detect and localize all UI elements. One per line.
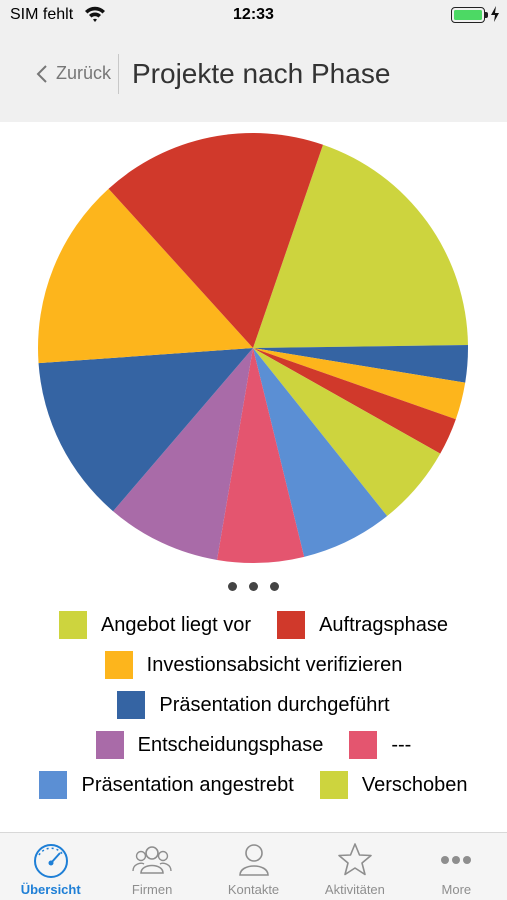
legend-row: Angebot liegt vor Auftragsphase [0,611,507,639]
tab-firmen-label: Firmen [131,882,173,897]
legend-label: Angebot liegt vor [100,613,252,636]
star-icon [338,843,372,876]
pie-slice-11[interactable] [75,122,323,348]
legend-label: Präsentation durchgeführt [159,693,390,716]
pie-slice-9[interactable] [1,284,253,537]
tab-firmen[interactable]: Firmen [101,833,202,900]
charging-bolt-icon [491,6,499,22]
battery-cap [485,12,488,18]
legend-row: Präsentation angestrebt Verschoben [0,771,507,799]
nav-divider [118,54,119,94]
battery-icon [451,7,485,23]
pie-slice-6[interactable] [194,348,425,577]
legend-label: Auftragsphase [319,613,449,636]
legend-swatch [117,691,146,719]
pie-chart-svg[interactable] [0,122,507,577]
pie-slice-7[interactable] [184,348,363,577]
page-dot-3[interactable] [270,582,279,591]
legend-item[interactable]: Verschoben [319,771,468,799]
legend-item[interactable]: Präsentation angestrebt [39,771,294,799]
pie-slice-10[interactable] [22,180,286,427]
tab-more[interactable]: More [406,833,507,900]
legend-row: Investionsabsicht verifizieren [0,651,507,679]
legend-label: Entscheidungsphase [137,733,324,756]
navigation-bar: Zurück Projekte nach Phase [0,32,507,122]
status-bar: SIM fehlt 12:33 [0,0,507,32]
page-dot-2[interactable] [249,582,258,591]
wifi-icon [85,6,105,22]
legend-item[interactable]: Investionsabsicht verifizieren [104,651,403,679]
back-button[interactable]: Zurück [36,63,111,84]
chart-legend: Angebot liegt vor Auftragsphase Investions… [0,604,507,820]
legend-label: Investionsabsicht verifizieren [146,653,403,676]
pie-slice-5[interactable] [215,348,452,526]
tab-more-label: More [441,882,472,897]
tab-uebersicht[interactable]: Übersicht [0,833,101,900]
legend-swatch [39,771,68,799]
more-dots-icon [441,856,472,864]
legend-row: Entscheidungsphase --- [0,731,507,759]
tab-kontakte-label: Kontakte [227,882,280,897]
legend-label: --- [391,733,412,756]
legend-swatch [277,611,306,639]
legend-swatch [104,651,133,679]
legend-item[interactable]: Angebot liegt vor [58,611,252,639]
pie-slice-3[interactable] [253,314,469,420]
legend-swatch [349,731,378,759]
back-label: Zurück [56,63,112,83]
legend-row: Präsentation durchgeführt [0,691,507,719]
pie-chart[interactable] [0,122,507,577]
clock: 12:33 [233,6,274,23]
group-icon [132,846,172,874]
speedometer-icon [33,844,68,878]
page-indicator[interactable] [0,582,507,591]
page-dot-1[interactable] [228,582,237,591]
pie-slice-2[interactable] [253,279,477,417]
legend-item[interactable]: Präsentation durchgeführt [117,691,390,719]
carrier-label: SIM fehlt [10,6,74,23]
legend-label: Präsentation angestrebt [81,773,294,796]
legend-swatch [58,611,87,639]
pie-slice-4[interactable] [240,348,456,455]
legend-swatch [95,731,124,759]
legend-swatch [319,771,348,799]
tab-aktivitaeten[interactable]: Aktivitäten [304,833,405,900]
tab-uebersicht-label: Übersicht [20,882,81,897]
tab-bar: Übersicht Firmen Kontakte Aktivitäten [0,832,507,900]
tab-aktivitaeten-label: Aktivitäten [324,882,385,897]
chevron-left-icon [36,64,47,83]
tab-kontakte[interactable]: Kontakte [203,833,304,900]
legend-item[interactable]: Entscheidungsphase [95,731,324,759]
pie-slice-8[interactable] [108,322,286,562]
person-icon [238,844,269,876]
legend-item[interactable]: Auftragsphase [277,611,448,639]
page-title: Projekte nach Phase [132,58,391,89]
pie-slice-1[interactable] [253,144,507,414]
legend-label: Verschoben [361,773,468,796]
legend-item[interactable]: --- [349,731,411,759]
